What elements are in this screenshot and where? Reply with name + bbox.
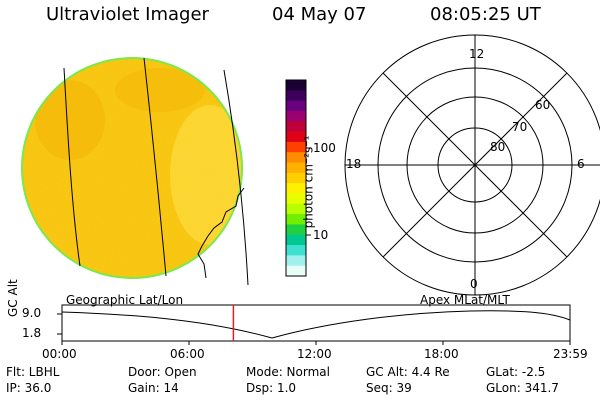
geographic-grid-lines [63, 57, 249, 286]
colorbar-segment [286, 234, 306, 246]
colorbar-segment [286, 100, 306, 112]
mlt-label-6: 6 [577, 157, 585, 171]
colorbar [285, 79, 311, 277]
timeline-ytick-1.8: 1.8 [22, 326, 42, 340]
colorbar-segment [286, 172, 306, 184]
info-ip: IP: 36.0 [6, 381, 52, 395]
lat-label-80: 80 [490, 140, 506, 154]
timeline-title-left: Geographic Lat/Lon [66, 293, 184, 307]
info-door: Door: Open [128, 365, 197, 379]
timeline-title-right: Apex MLat/MLT [420, 293, 510, 307]
instrument-title: Ultraviolet Imager [46, 4, 209, 25]
timeline-xtick-0000: 00:00 [42, 347, 77, 361]
info-gain: Gain: 14 [128, 381, 179, 395]
mlt-label-0: 0 [470, 277, 478, 291]
colorbar-segment [286, 193, 306, 205]
colorbar-segment [286, 255, 306, 267]
colorbar-segment [286, 80, 306, 91]
lat-label-60: 60 [535, 98, 551, 112]
colorbar-segment [286, 245, 306, 256]
mlt-label-18: 18 [346, 157, 362, 171]
colorbar-segment [286, 162, 306, 174]
timeline-xtick-2359: 23:59 [553, 347, 588, 361]
timeline-xtick-1200: 12:00 [297, 347, 332, 361]
uv-image [21, 57, 249, 286]
lat-label-70: 70 [512, 120, 528, 134]
colorbar-segment [286, 203, 306, 215]
colorbar-segment [286, 131, 306, 143]
colorbar-tick-10: 10 [313, 228, 329, 242]
colorbar-label: photon cm⁻²s⁻¹ [301, 135, 316, 229]
colorbar-segment [286, 141, 306, 153]
info-filter: Flt: LBHL [6, 365, 60, 379]
colorbar-segment [286, 183, 306, 195]
colorbar-segment [286, 265, 306, 277]
timeline-xtick-1800: 18:00 [424, 347, 459, 361]
time-label: 08:05:25 UT [430, 4, 541, 25]
altitude-timeline [57, 304, 571, 345]
info-dsp: Dsp: 1.0 [246, 381, 297, 395]
info-glon: GLon: 341.7 [486, 381, 559, 395]
colorbar-tick-100: 100 [313, 141, 336, 155]
timeline-xtick-0600: 06:00 [170, 347, 205, 361]
info-glat: GLat: -2.5 [486, 365, 546, 379]
timeline-ylabel: GC Alt [6, 279, 20, 317]
colorbar-segment [286, 110, 306, 122]
info-gc-alt: GC Alt: 4.4 Re [366, 365, 450, 379]
mlt-label-12: 12 [469, 47, 485, 61]
info-mode: Mode: Normal [246, 365, 330, 379]
colorbar-segment [286, 121, 306, 133]
colorbar-segment [286, 224, 306, 236]
colorbar-segment [286, 214, 306, 226]
timeline-ytick-9: 9.0 [22, 306, 42, 320]
colorbar-segment [286, 152, 306, 164]
date-label: 04 May 07 [272, 4, 367, 25]
colorbar-segment [286, 90, 306, 102]
polar-plot [344, 34, 600, 296]
info-seq: Seq: 39 [366, 381, 412, 395]
